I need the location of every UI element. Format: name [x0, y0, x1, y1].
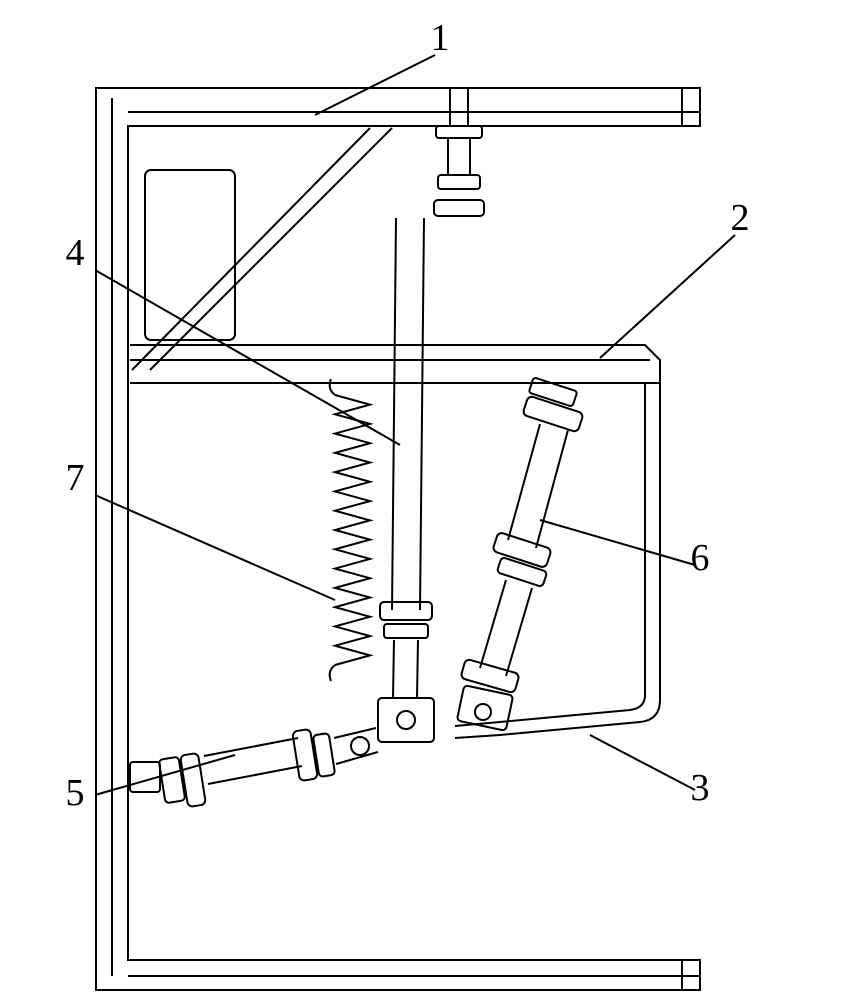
- diagonal-brace: [132, 128, 392, 370]
- callout-label-3: 3: [691, 767, 710, 809]
- callout-line-3: [590, 735, 695, 790]
- callout-line-1: [315, 55, 435, 115]
- callout-line-4: [95, 270, 400, 445]
- lower-left-rod-5: [130, 728, 378, 807]
- callout-label-7: 7: [66, 457, 85, 499]
- top-stanchion: [434, 88, 484, 216]
- callout-line-7: [95, 495, 335, 600]
- callout-line-5: [95, 755, 235, 795]
- vertical-rod-4: [378, 218, 434, 742]
- callout-line-2: [600, 235, 735, 358]
- technical-diagram: 1 2 3 4 5 6 7: [0, 0, 846, 1000]
- c-frame-outer: [96, 88, 700, 990]
- callout-label-6: 6: [691, 537, 710, 579]
- callout-label-5: 5: [66, 772, 85, 814]
- diagonal-rod-6: [457, 377, 584, 731]
- callout-label-1: 1: [431, 17, 450, 59]
- callout-label-4: 4: [66, 232, 85, 274]
- callout-line-6: [540, 520, 695, 565]
- callout-leaders: 1 2 3 4 5 6 7: [66, 17, 750, 814]
- callout-label-2: 2: [731, 197, 750, 239]
